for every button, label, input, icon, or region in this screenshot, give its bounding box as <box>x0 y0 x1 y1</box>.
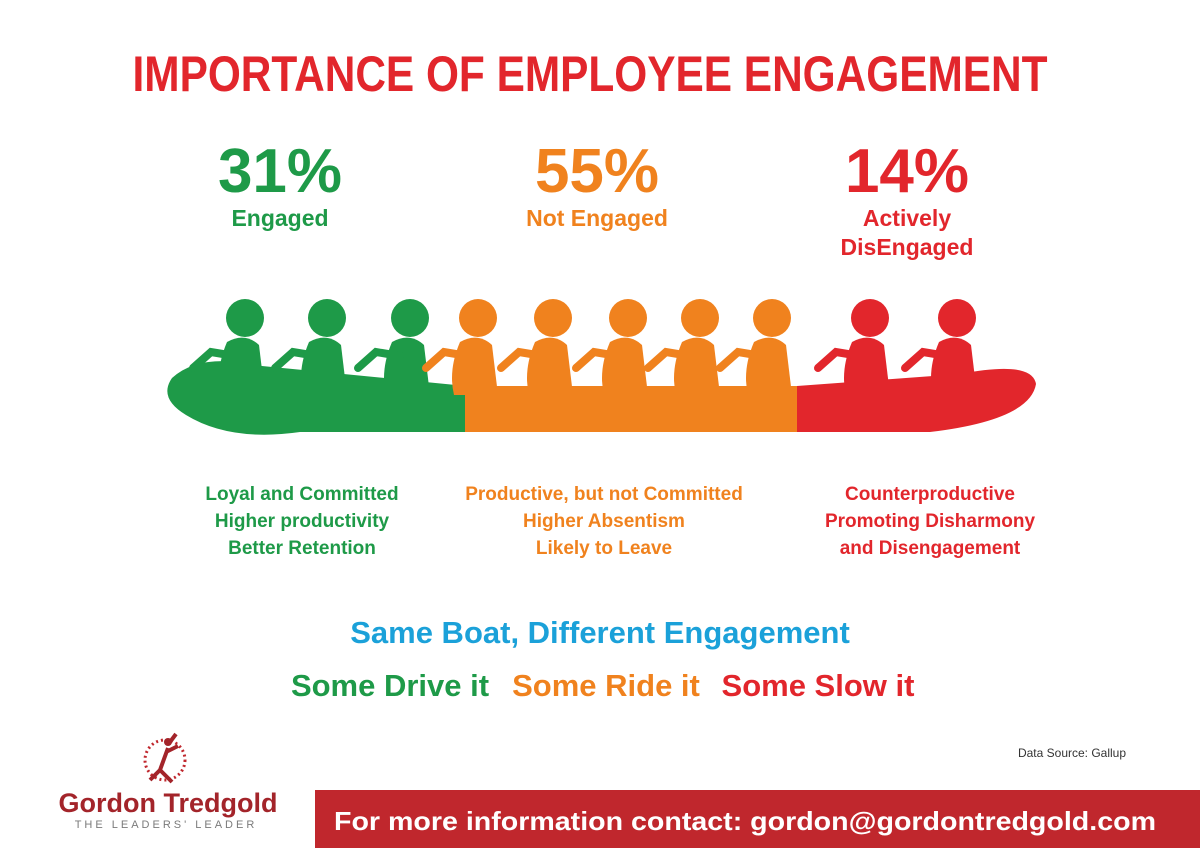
label: DisEngaged <box>841 234 974 260</box>
description: Counterproductive <box>845 484 1015 505</box>
data-source: Data Source: Gallup <box>1018 746 1126 760</box>
percent: 31% <box>218 137 342 206</box>
slogan: Some Slow it <box>722 668 915 703</box>
rower <box>308 299 346 337</box>
tagline: Same Boat, Different Engagement <box>350 615 850 650</box>
description: Likely to Leave <box>536 538 672 559</box>
description: Better Retention <box>228 538 376 559</box>
description: Loyal and Committed <box>205 484 398 505</box>
slogan: Some Drive it <box>291 668 489 703</box>
rower <box>534 299 572 337</box>
rower <box>753 299 791 337</box>
rower <box>931 337 977 395</box>
label: Not Engaged <box>526 205 668 231</box>
slogan: Some Ride it <box>512 668 700 703</box>
rower <box>226 299 264 337</box>
boat <box>167 299 1036 435</box>
rower <box>602 337 648 395</box>
footer-band <box>315 790 1200 848</box>
rower <box>814 347 864 372</box>
logo-tagline: THE LEADERS' LEADER <box>75 819 258 831</box>
title: IMPORTANCE OF EMPLOYEE ENGAGEMENT <box>133 46 1048 102</box>
logo-runner <box>164 738 172 746</box>
rower <box>422 347 472 372</box>
rower <box>497 347 547 372</box>
rower <box>609 299 647 337</box>
description: Promoting Disharmony <box>825 511 1036 532</box>
rower <box>391 299 429 337</box>
rower <box>271 347 321 372</box>
rower <box>746 337 792 395</box>
description: Higher productivity <box>215 511 390 532</box>
label: Engaged <box>231 205 328 231</box>
rower <box>644 347 694 372</box>
logo-name: Gordon Tredgold <box>59 788 278 818</box>
rower <box>219 337 265 395</box>
logo-runner <box>148 732 179 784</box>
percent: 55% <box>535 137 659 206</box>
label: Actively <box>863 205 951 231</box>
rower <box>716 347 766 372</box>
rower <box>452 337 498 395</box>
description: and Disengagement <box>840 538 1021 559</box>
rower <box>301 337 347 395</box>
rower <box>459 299 497 337</box>
logo-mark <box>143 738 187 782</box>
footer-contact: For more information contact: gordon@gor… <box>334 806 1156 836</box>
rower <box>527 337 573 395</box>
rower <box>844 337 890 395</box>
description: Productive, but not Committed <box>465 484 743 505</box>
rower <box>938 299 976 337</box>
description: Higher Absentism <box>523 511 685 532</box>
percent: 14% <box>845 137 969 206</box>
rower <box>674 337 720 395</box>
rower <box>189 347 239 372</box>
rower <box>354 347 404 372</box>
rower <box>681 299 719 337</box>
rower <box>901 347 951 372</box>
rower <box>572 347 622 372</box>
logo: Gordon Tredgold THE LEADERS' LEADER <box>59 732 278 831</box>
rower <box>851 299 889 337</box>
